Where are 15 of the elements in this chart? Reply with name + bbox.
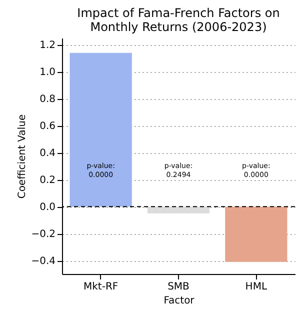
y-tick-label: 0.2 (40, 175, 56, 186)
x-tick-label: Mkt-RF (84, 282, 118, 292)
y-tick-label: −0.2 (31, 229, 56, 240)
x-axis-title: Factor (164, 296, 196, 306)
y-tick-label: 1.2 (40, 40, 56, 52)
x-tick-label: SMB (168, 282, 190, 292)
y-tick-label: 1.0 (40, 67, 56, 78)
y-tick-label: 0.4 (40, 148, 56, 160)
y-tick-label: 0.8 (40, 94, 56, 106)
y-axis-title: Coefficient Value (17, 114, 28, 199)
x-tick-label: HML (245, 282, 268, 292)
y-tick-label: −0.4 (31, 256, 56, 268)
y-tick-label: 0.0 (40, 202, 56, 214)
chart-title: Impact of Fama-French Factors on Monthly Returns (2006-2023) (77, 6, 280, 34)
y-tick-label: 0.6 (40, 121, 56, 132)
